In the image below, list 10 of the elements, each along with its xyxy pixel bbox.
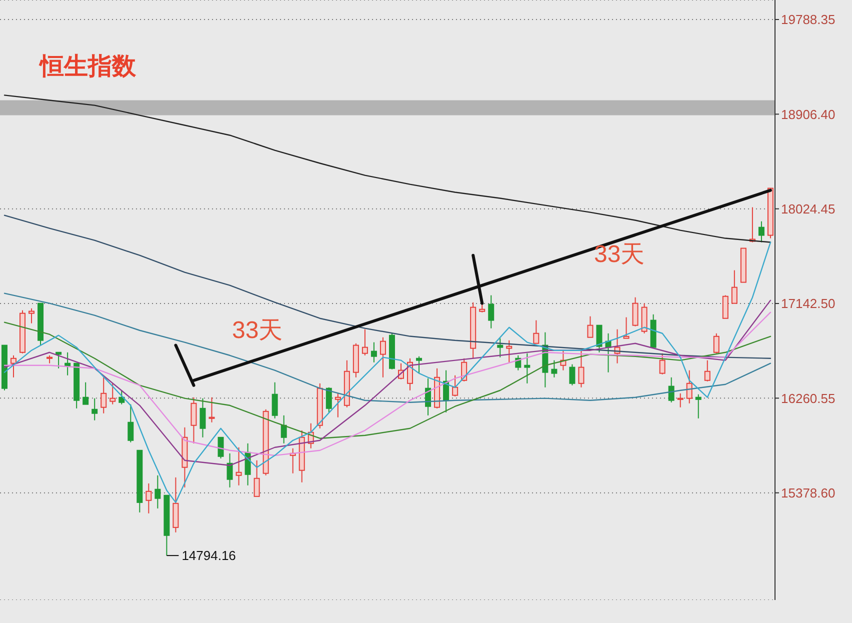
text: 恒生指数 [40, 52, 136, 82]
annotation: 33天 [594, 241, 645, 268]
y-tick-label: 16260.55 [781, 390, 836, 406]
y-tick-label: 19788.35 [781, 12, 836, 28]
annotation: 33天 [232, 317, 283, 344]
annotation: 14794.16 [182, 548, 236, 564]
y-tick-label: 17142.50 [781, 296, 836, 312]
y-tick-label: 15378.60 [781, 485, 836, 500]
y-tick-label: 18024.45 [781, 201, 836, 216]
y-tick-label: 18906.40 [781, 106, 836, 122]
